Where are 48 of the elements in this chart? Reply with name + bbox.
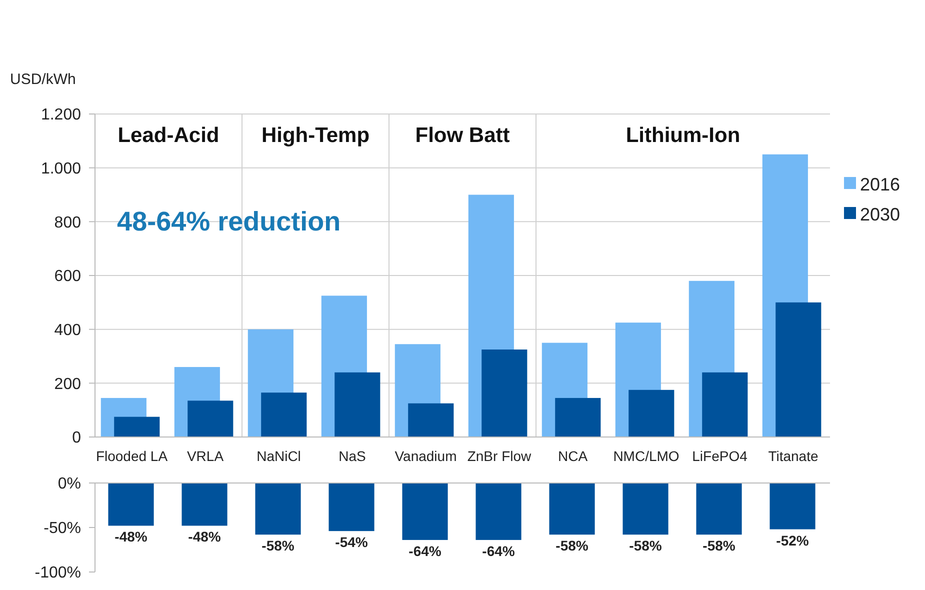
y-tick-label: 0% (58, 476, 81, 493)
annotation: Lead-Acid (118, 124, 220, 147)
legend-label: 2030 (860, 204, 900, 224)
bar (555, 398, 601, 437)
data-label: -58% (556, 538, 589, 554)
x-tick-label: VRLA (186, 448, 224, 464)
bar (334, 372, 380, 437)
x-tick-label: NaS (338, 448, 366, 464)
y-tick-label: 200 (54, 376, 82, 393)
x-tick-label: NaNiCl (256, 448, 301, 464)
bar (482, 350, 528, 437)
data-label: -58% (629, 538, 662, 554)
bar (114, 416, 160, 437)
y-tick-label: 800 (54, 214, 82, 232)
x-tick-label: NMC/LMO (613, 448, 680, 464)
data-label: -48% (114, 528, 148, 545)
y-tick-label: 400 (54, 322, 82, 339)
bar (188, 400, 234, 437)
y-tick-label: 0 (72, 430, 82, 447)
y-axis-title: USD/kWh (10, 71, 76, 88)
annotation: Flow Batt (415, 124, 510, 147)
x-tick-label: Flooded LA (96, 448, 168, 464)
data-label: -64% (408, 542, 442, 559)
bar (628, 390, 674, 437)
x-tick-label: Titanate (768, 448, 818, 464)
legend-label: 2016 (860, 174, 900, 194)
y-tick-label: 1.200 (40, 106, 82, 124)
bar (408, 403, 454, 437)
x-tick-label: Vanadium (394, 448, 457, 464)
y-tick-label: 600 (54, 268, 82, 286)
annotation: Lithium-Ion (626, 124, 740, 147)
y-tick-label: -100% (34, 564, 81, 582)
x-tick-label: NCA (558, 448, 588, 464)
x-tick-label: ZnBr Flow (467, 448, 532, 464)
annotation: 48-64% reduction (117, 206, 341, 236)
y-tick-label: -50% (44, 520, 81, 538)
bar (261, 392, 307, 437)
data-label: -58% (702, 538, 736, 554)
data-label: -58% (262, 538, 295, 554)
bar (702, 372, 748, 437)
x-tick-label: LiFePO4 (692, 448, 748, 464)
data-label: -54% (335, 534, 368, 550)
data-label: -52% (776, 532, 810, 548)
annotation: High-Temp (261, 124, 370, 147)
data-label: -48% (188, 528, 222, 545)
data-label: -64% (482, 542, 516, 559)
bar (776, 302, 822, 437)
y-tick-label: 1.000 (40, 160, 82, 178)
